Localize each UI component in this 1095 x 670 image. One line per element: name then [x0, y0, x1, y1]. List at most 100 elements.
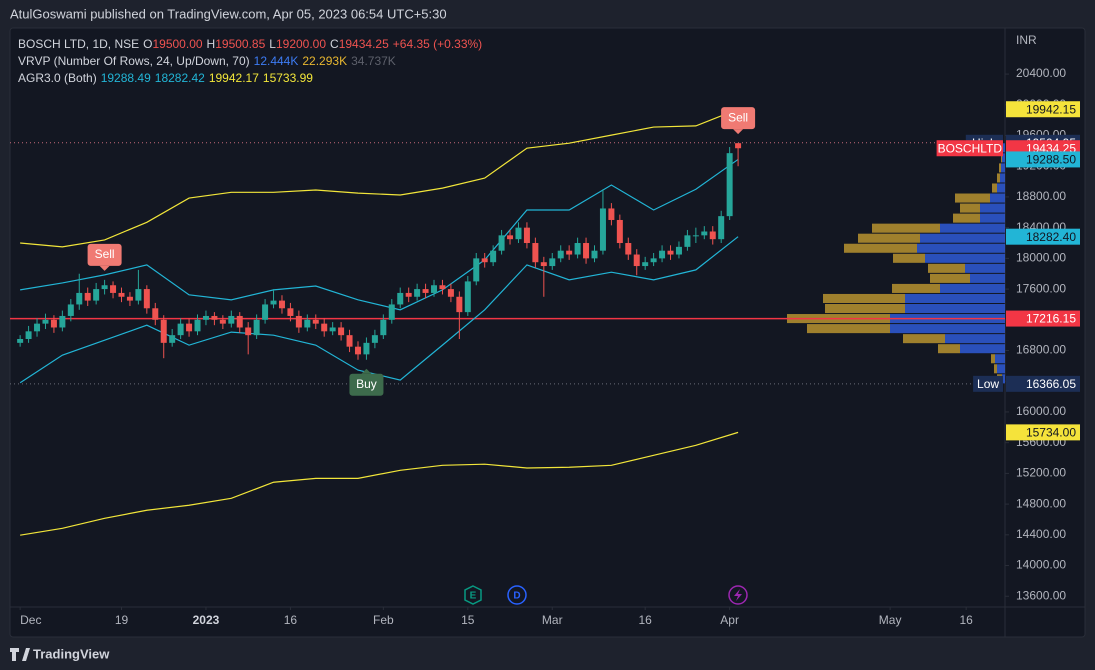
- price-badge: [1006, 375, 1080, 392]
- vp-down: [992, 183, 997, 193]
- legend-text: 19500.00: [152, 37, 203, 51]
- vp-up: [925, 253, 1005, 263]
- candle-body: [405, 292, 412, 297]
- vp-down: [960, 203, 980, 213]
- vp-down: [1001, 153, 1002, 163]
- legend-text: 19200.00: [275, 37, 327, 51]
- x-tick-label: 19: [115, 613, 129, 627]
- candle-body: [253, 319, 260, 336]
- price-badge-label: 16366.05: [1026, 377, 1076, 391]
- candle-body: [363, 342, 370, 355]
- vp-up: [980, 213, 1005, 223]
- candle-body: [540, 262, 547, 267]
- vp-down: [807, 324, 890, 334]
- vp-up: [905, 303, 1005, 314]
- candle-body: [439, 285, 446, 290]
- candle-body: [507, 235, 514, 240]
- candle-body: [701, 231, 708, 236]
- y-tick-label: 13600.00: [1016, 588, 1066, 602]
- legend-text: 19434.25: [338, 37, 389, 51]
- price-tag: [973, 375, 1003, 392]
- currency: INR: [1016, 33, 1037, 47]
- candle-body: [17, 339, 24, 343]
- candle-body: [371, 335, 378, 343]
- signal-pointer: [733, 129, 744, 135]
- candle-body: [295, 315, 302, 328]
- vp-up: [997, 183, 1005, 193]
- y-tick-label: 20400.00: [1016, 66, 1066, 80]
- candle-body: [42, 319, 49, 324]
- signal-label: Buy: [356, 377, 377, 391]
- candle-body: [194, 319, 201, 332]
- vp-up: [1002, 374, 1005, 384]
- vp-up: [890, 324, 1005, 334]
- vp-down: [930, 273, 970, 283]
- price-badge: [1006, 101, 1080, 118]
- candle-body: [481, 258, 488, 263]
- band-line: [20, 158, 739, 311]
- candle-body: [228, 315, 235, 324]
- candle-body: [583, 243, 590, 259]
- vp-down: [997, 173, 1000, 183]
- legend: BOSCH LTD, 1D, NSE O19500.00 H19500.85 L192…: [18, 36, 486, 87]
- signal-box: [721, 107, 756, 130]
- x-tick-label: Apr: [720, 613, 739, 627]
- event-label: D: [513, 591, 520, 602]
- vp-down: [955, 193, 990, 203]
- events: E D: [464, 585, 748, 605]
- legend-text: O: [143, 37, 153, 51]
- price-badge: [1006, 228, 1080, 245]
- candle-body: [338, 327, 345, 336]
- y-tick-label: 16000.00: [1016, 404, 1066, 418]
- candle-body: [659, 250, 666, 259]
- legend-row: BOSCH LTD, 1D, NSE O19500.00 H19500.85 L192…: [18, 36, 486, 53]
- candle-body: [549, 258, 556, 267]
- candle-body: [464, 281, 471, 313]
- candle-body: [321, 323, 328, 332]
- candle-body: [422, 289, 429, 293]
- y-tick-label: 14800.00: [1016, 496, 1066, 510]
- candle-body: [101, 285, 108, 290]
- y-tick-label: 18800.00: [1016, 189, 1066, 203]
- candle-body: [211, 315, 218, 320]
- candle-body: [135, 289, 142, 301]
- header: AtulGoswami published on TradingView.com…: [10, 6, 447, 21]
- legend-text: 19942.17: [208, 71, 259, 85]
- legend-text: 19500.85: [215, 37, 266, 51]
- vp-up: [905, 293, 1005, 303]
- candle-body: [143, 289, 150, 309]
- candle-body: [219, 319, 226, 324]
- candle-body: [709, 231, 716, 240]
- vp-down: [892, 283, 940, 293]
- vp-up: [920, 233, 1005, 243]
- candle-body: [67, 304, 74, 316]
- candle-body: [726, 153, 733, 217]
- vp-down: [872, 223, 940, 233]
- legend-text: 19288.49: [100, 71, 151, 85]
- legend-text: +64.35 (+0.33%): [392, 37, 483, 51]
- vp-up: [970, 273, 1005, 283]
- candle-body: [118, 292, 125, 297]
- y-tick-label: 15200.00: [1016, 466, 1066, 480]
- candle-body: [490, 250, 497, 263]
- price-badge: [1006, 310, 1080, 327]
- candle-body: [633, 254, 640, 267]
- vp-up: [945, 334, 1005, 344]
- vp-down: [903, 334, 945, 344]
- legend-text: C: [330, 37, 339, 51]
- candle-body: [262, 304, 269, 320]
- candle-body: [270, 300, 277, 305]
- price-tag-label: BOSCHLTD: [938, 141, 1003, 155]
- legend-text: H: [206, 37, 216, 51]
- logo-mark: [10, 648, 30, 661]
- vp-down: [825, 303, 905, 314]
- candle-body: [692, 235, 699, 237]
- vp-up: [940, 223, 1005, 233]
- price-badge-label: 15734.00: [1026, 426, 1076, 440]
- candle-body: [523, 227, 530, 244]
- x-tick-label: Dec: [20, 613, 41, 627]
- y-tick-label: 16800.00: [1016, 343, 1066, 357]
- x-tick-label: 2023: [193, 613, 220, 627]
